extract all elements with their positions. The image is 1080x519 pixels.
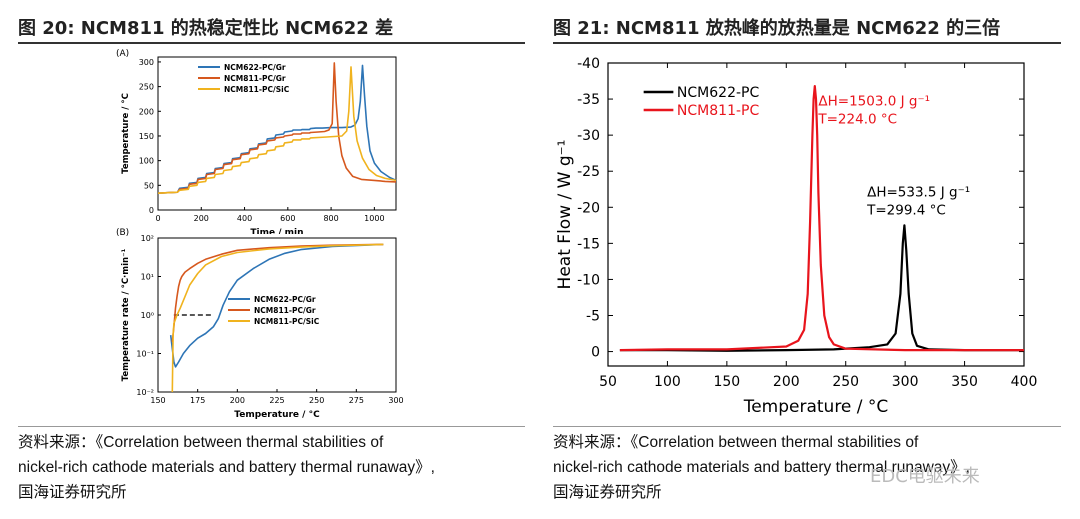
- peak-annotation: ΔH=1503.0 J g⁻¹: [818, 94, 930, 110]
- x-tick-label: 200: [194, 214, 209, 223]
- peak-annotation: ΔH=533.5 J g⁻¹: [867, 184, 970, 200]
- legend-label: NCM811-PC/SiC: [224, 85, 290, 94]
- right-figure-title: 图 21: NCM811 放热峰的放热量是 NCM622 的三倍: [553, 18, 1001, 39]
- x-tick-label: 400: [237, 214, 252, 223]
- y-tick-label: 150: [139, 132, 154, 141]
- legend-label: NCM811-PC: [677, 103, 760, 119]
- y-tick-label: 10⁻²: [136, 388, 154, 397]
- x-tick-label: 175: [190, 396, 205, 405]
- x-tick-label: 250: [309, 396, 324, 405]
- legend-label: NCM811-PC/SiC: [254, 317, 320, 326]
- right-source-line-3: 国海证券研究所: [553, 484, 662, 501]
- left-title-rule: [18, 42, 525, 44]
- x-axis-label: Temperature / °C: [743, 397, 889, 417]
- y-tick-label: 0: [591, 345, 600, 361]
- x-tick-label: 1000: [364, 214, 384, 223]
- left-source-rule: [18, 426, 525, 427]
- y-tick-label: 10¹: [141, 273, 154, 282]
- legend-label: NCM622-PC: [677, 85, 760, 101]
- x-tick-label: 275: [349, 396, 364, 405]
- y-tick-label: -10: [577, 272, 600, 288]
- x-tick-label: 300: [388, 396, 403, 405]
- chart-panel-b: (B) 150 175 200 225 250 275 300 10⁻² 10⁻¹ 10⁰ 10¹ 10…: [116, 228, 404, 420]
- series-ncm811-pc-gr: [157, 62, 397, 194]
- x-tick-label: 600: [280, 214, 295, 223]
- series-ncm622-pc: [619, 224, 1024, 352]
- left-source-note: 资料来源：《Correlation between thermal stabil…: [18, 430, 518, 505]
- series-ncm811-pc-gr: [171, 243, 384, 342]
- y-axis-label: Temperature rate / °C·min⁻¹: [121, 248, 131, 381]
- series-ncm622-pc-gr: [169, 243, 384, 368]
- x-axis-label: Temperature / °C: [234, 410, 320, 420]
- y-tick-label: -5: [586, 309, 600, 325]
- x-axis-label: Time / min: [250, 228, 303, 234]
- legend-label: NCM811-PC/Gr: [254, 306, 316, 315]
- panel-label-b: (B): [116, 228, 129, 238]
- y-axis-label: Heat Flow / W g⁻¹: [555, 140, 575, 290]
- y-tick-label: -40: [577, 56, 600, 72]
- x-tick-label: 200: [773, 374, 800, 390]
- y-tick-label: -20: [577, 200, 600, 216]
- watermark: EDC电驱未来: [870, 466, 980, 487]
- x-tick-label: 250: [832, 374, 859, 390]
- right-source-rule: [553, 426, 1061, 427]
- y-tick-label: 100: [139, 157, 154, 166]
- right-source-line-1: 资料来源：《Correlation between thermal stabil…: [553, 434, 919, 451]
- x-tick-label: 50: [599, 374, 617, 390]
- x-tick-label: 150: [713, 374, 740, 390]
- chart-heat-flow: 50 100 150 200 250 300 350 400 -40 -35 -30 -25 -20 -1…: [555, 56, 1038, 417]
- y-axis-label: Temperature / °C: [121, 93, 131, 174]
- x-tick-label: 400: [1011, 374, 1038, 390]
- left-figure-title: 图 20: NCM811 的热稳定性比 NCM622 差: [18, 18, 394, 39]
- series-ncm811-pc-sic: [157, 66, 397, 194]
- right-source-note: 资料来源：《Correlation between thermal stabil…: [553, 430, 1053, 505]
- x-tick-label: 150: [150, 396, 165, 405]
- x-tick-label: 200: [230, 396, 245, 405]
- series-ncm811-pc-sic: [171, 243, 384, 393]
- panel-label-a: (A): [116, 49, 129, 59]
- y-tick-label: -15: [577, 236, 600, 252]
- y-tick-label: -30: [577, 128, 600, 144]
- legend-label: NCM811-PC/Gr: [224, 74, 286, 83]
- plot-frame: [607, 62, 1025, 367]
- series-ncm622-pc-gr: [157, 64, 397, 194]
- y-tick-label: -35: [577, 92, 600, 108]
- peak-annotation: T=299.4 °C: [866, 202, 946, 218]
- left-source-line-1: 资料来源：《Correlation between thermal stabil…: [18, 434, 384, 451]
- right-source-line-2: nickel-rich cathode materials and batter…: [553, 459, 970, 476]
- x-tick-label: 300: [892, 374, 919, 390]
- y-tick-label: -25: [577, 164, 600, 180]
- y-tick-label: 10⁻¹: [136, 350, 154, 359]
- y-tick-label: 50: [144, 181, 154, 190]
- y-tick-label: 300: [139, 58, 154, 67]
- y-tick-label: 200: [139, 107, 154, 116]
- x-tick-label: 350: [951, 374, 978, 390]
- y-tick-label: 10²: [141, 234, 154, 243]
- x-tick-label: 800: [323, 214, 338, 223]
- y-tick-label: 250: [139, 83, 154, 92]
- y-tick-label: 0: [149, 206, 154, 215]
- right-title-rule: [553, 42, 1061, 44]
- left-source-line-2: nickel-rich cathode materials and batter…: [18, 459, 435, 476]
- x-tick-label: 100: [654, 374, 681, 390]
- plot-frame: [157, 56, 397, 211]
- legend-label: NCM622-PC/Gr: [254, 295, 316, 304]
- legend-label: NCM622-PC/Gr: [224, 63, 286, 72]
- x-tick-label: 0: [155, 214, 160, 223]
- series-ncm811-pc: [619, 84, 1024, 352]
- chart-panel-a: (A) 0 200 400 600 800 1000 0 50 100 150 200 250 300 Ti…: [116, 49, 397, 234]
- left-source-line-3: 国海证券研究所: [18, 484, 127, 501]
- peak-annotation: T=224.0 °C: [817, 112, 897, 128]
- y-tick-label: 10⁰: [141, 311, 154, 320]
- x-tick-label: 225: [269, 396, 284, 405]
